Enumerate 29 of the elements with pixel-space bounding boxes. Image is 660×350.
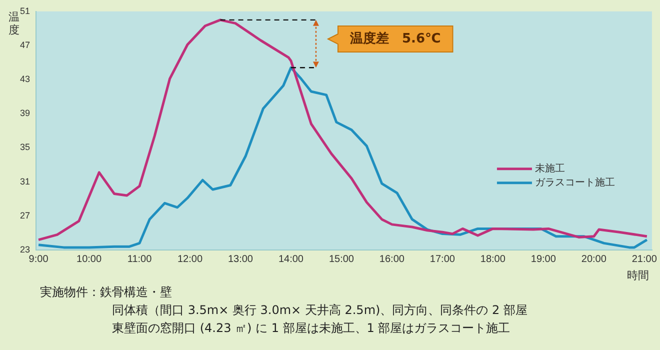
legend-label: 未施工 [534, 162, 565, 174]
x-tick-label: 17:00 [430, 254, 456, 265]
y-tick-label: 23 [20, 244, 30, 254]
y-tick-label: 47 [20, 40, 30, 50]
x-tick-label: 19:00 [530, 254, 556, 265]
text: 東壁面の窓開口 (4.23 ㎡) に 1 部屋は未施工、1 部屋はガラスコート施工 [111, 320, 512, 337]
y-tick-label: 27 [20, 210, 30, 220]
x-tick-label: 21:00 [632, 254, 658, 265]
y-tick-label: 35 [20, 142, 30, 152]
x-tick-label: 11:00 [127, 254, 152, 265]
x-tick-label: 13:00 [228, 254, 254, 265]
x-tick-label: 16:00 [379, 254, 405, 265]
y-tick-label: 39 [20, 108, 30, 118]
x-tick-label: 15:00 [328, 254, 354, 265]
y-tick-label: 43 [20, 74, 30, 84]
text: 同体積（間口 3.5m× 奥行 3.0m× 天井高 2.5m)、同方向、同条件の 2 部屋 [111, 302, 528, 319]
annotation: 温度差 5.6℃ [348, 30, 441, 46]
legend-label: ガラスコート施工 [534, 176, 615, 188]
x-tick-label: 9:00 [28, 254, 49, 265]
x-tick-label: 14:00 [278, 254, 304, 265]
x-tick-label: 10:00 [76, 254, 102, 265]
y-tick-label: 31 [20, 176, 30, 186]
x-tick-label: 12:00 [177, 254, 203, 265]
y-tick-label: 51 [20, 6, 30, 16]
x-axis-title: 時間 [626, 268, 649, 282]
y-axis-title: 温度 [8, 10, 20, 36]
text: 実施物件：鉄骨構造・壁 [40, 284, 173, 301]
x-tick-label: 20:00 [581, 254, 607, 265]
x-tick-label: 18:00 [480, 254, 506, 265]
